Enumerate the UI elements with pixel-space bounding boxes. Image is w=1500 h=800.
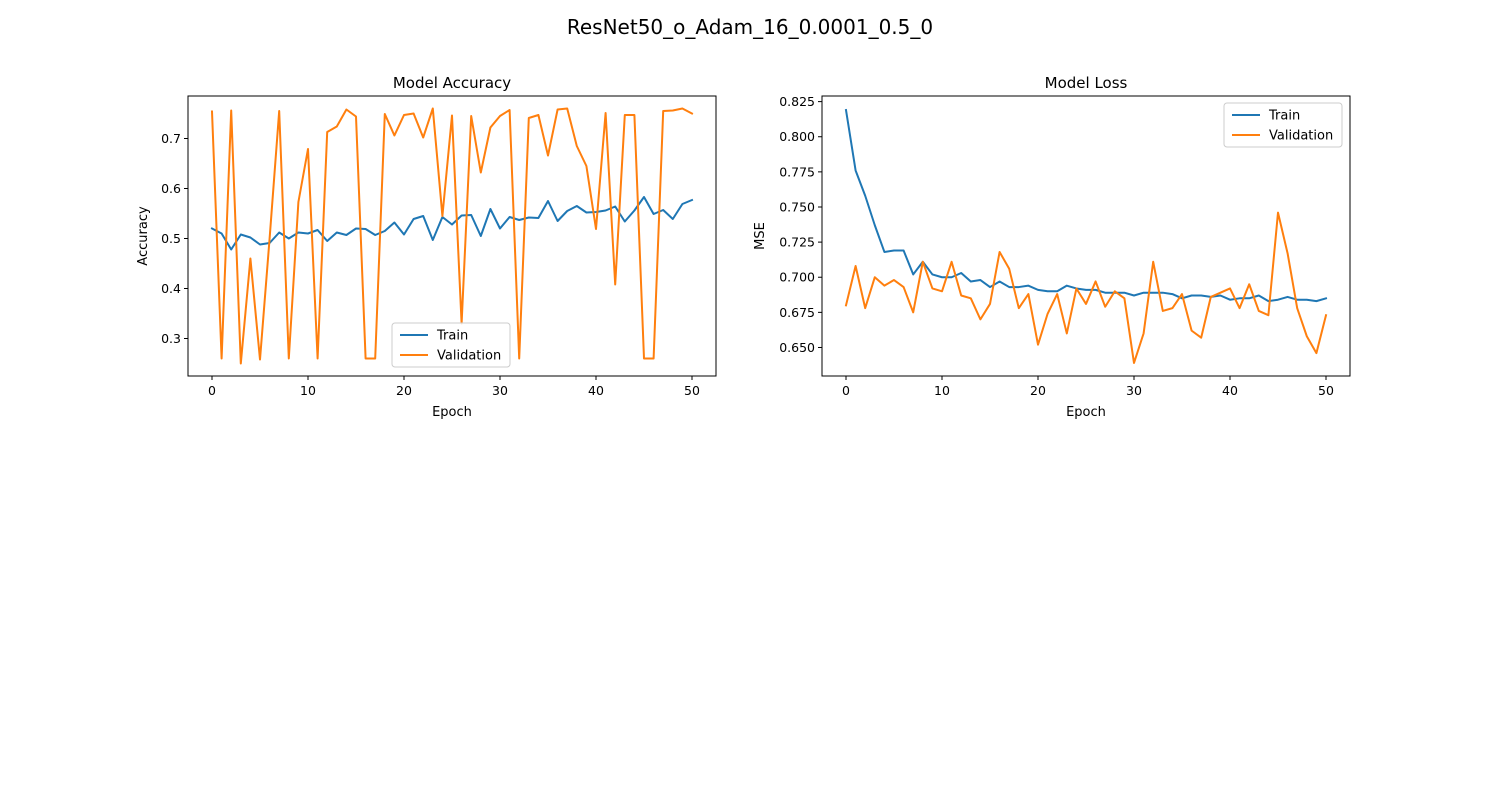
- loss-x-tick-label: 50: [1318, 383, 1334, 398]
- loss-legend-label-validation: Validation: [1269, 129, 1333, 144]
- loss-y-tick-label: 0.750: [779, 199, 815, 214]
- accuracy-chart-title: Model Accuracy: [393, 74, 511, 92]
- loss-x-tick-label: 20: [1030, 383, 1046, 398]
- loss-x-tick-label: 30: [1126, 383, 1142, 398]
- loss-y-tick-label: 0.700: [779, 270, 815, 285]
- accuracy-y-tick-label: 0.7: [161, 131, 181, 146]
- loss-y-tick-label: 0.825: [779, 94, 815, 109]
- loss-y-axis-label: MSE: [753, 222, 768, 250]
- loss-x-tick-label: 10: [934, 383, 950, 398]
- accuracy-y-tick-label: 0.3: [161, 331, 181, 346]
- loss-y-tick-label: 0.800: [779, 129, 815, 144]
- loss-x-axis-label: Epoch: [1066, 405, 1106, 420]
- accuracy-series-train-line: [210, 196, 694, 251]
- accuracy-chart: Model Accuracy 0 10 20 30 40 50 0.3 0.4 0.5 0.6 0.7…: [136, 74, 717, 420]
- accuracy-x-tick-label: 30: [492, 383, 508, 398]
- accuracy-x-tick-label: 20: [396, 383, 412, 398]
- loss-legend-label-train: Train: [1268, 109, 1300, 124]
- accuracy-y-axis-label: Accuracy: [136, 206, 151, 266]
- figure-suptitle: ResNet50_o_Adam_16_0.0001_0.5_0: [567, 15, 933, 39]
- loss-series-validation-line: [844, 211, 1328, 364]
- accuracy-y-tick-label: 0.5: [161, 231, 181, 246]
- accuracy-y-tick-label: 0.4: [161, 281, 181, 296]
- loss-chart: Model Loss 0 10 20 30 40 50 0.650 0.675 0.700 0.72…: [753, 74, 1351, 420]
- loss-y-tick-label: 0.725: [779, 235, 815, 250]
- accuracy-x-tick-label: 50: [684, 383, 700, 398]
- accuracy-y-tick-label: 0.6: [161, 181, 181, 196]
- loss-y-tick-label: 0.775: [779, 164, 815, 179]
- loss-x-tick-label: 0: [842, 383, 850, 398]
- accuracy-x-tick-label: 10: [300, 383, 316, 398]
- loss-series-train-line: [844, 108, 1328, 303]
- loss-x-tick-label: 40: [1222, 383, 1238, 398]
- accuracy-plot-frame: [187, 95, 717, 377]
- accuracy-x-tick-label: 0: [208, 383, 216, 398]
- accuracy-x-tick-label: 40: [588, 383, 604, 398]
- loss-y-tick-label: 0.675: [779, 305, 815, 320]
- loss-legend: Train Validation: [1223, 102, 1343, 148]
- accuracy-legend: Train Validation: [391, 322, 511, 368]
- accuracy-legend-label-train: Train: [436, 329, 468, 344]
- loss-chart-title: Model Loss: [1045, 74, 1128, 92]
- accuracy-series-validation-line: [210, 107, 694, 365]
- loss-plot-frame: [821, 95, 1351, 377]
- accuracy-legend-label-validation: Validation: [437, 349, 501, 364]
- loss-y-tick-label: 0.650: [779, 340, 815, 355]
- accuracy-x-axis-label: Epoch: [432, 405, 472, 420]
